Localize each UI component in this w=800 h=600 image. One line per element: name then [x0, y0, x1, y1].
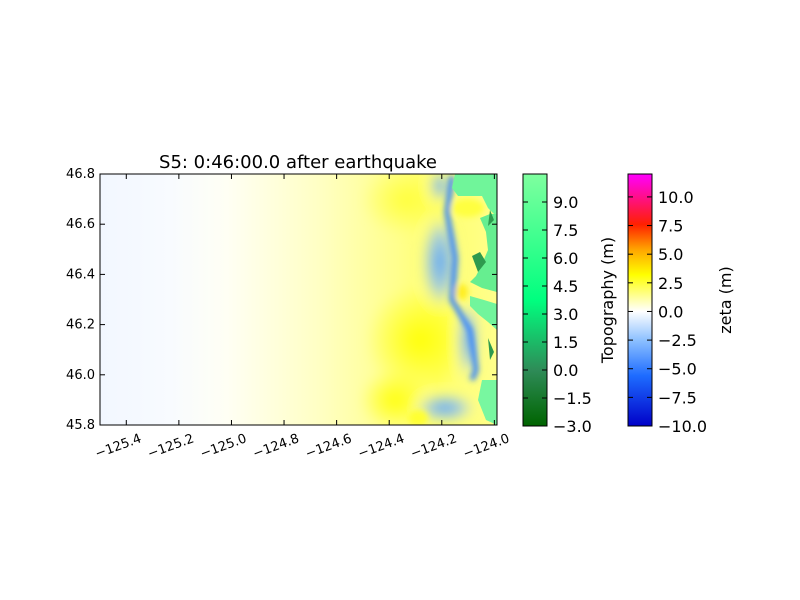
colorbar-tick-label: −10.0: [658, 417, 707, 436]
x-tick-label: −124.6: [304, 431, 354, 462]
colorbar-tick-label: 7.5: [553, 221, 578, 240]
colorbar-tick-label: 2.5: [658, 274, 683, 293]
y-tick-label: 46.6: [66, 217, 95, 232]
x-tick-label: −124.2: [409, 431, 459, 462]
x-tick-label: −124.4: [356, 431, 406, 462]
topography-colorbar-label: Topography (m): [598, 237, 617, 364]
topography-colorbar-ticks: −3.0 −1.5 0.0 1.5 3.0 4.5 6.0 7.5 9.0: [523, 193, 592, 436]
colorbar-tick-label: 0.0: [658, 302, 683, 321]
zeta-colorbar: [627, 173, 653, 427]
colorbar-tick-label: 7.5: [658, 217, 683, 236]
colorbar-tick-label: 4.5: [553, 277, 578, 296]
colorbar-tick-label: −5.0: [658, 360, 697, 379]
yellow-wave-north: [360, 174, 450, 235]
y-tick-label: 46.8: [66, 167, 95, 182]
land-mid: [470, 296, 497, 330]
colorbar-tick-label: −7.5: [658, 388, 697, 407]
colorbar-tick-label: 1.5: [553, 333, 578, 352]
plot-area: [100, 174, 497, 425]
y-tick-label: 46.0: [66, 368, 95, 383]
coastal-yellow-lagoon: [456, 284, 468, 300]
colorbar-tick-label: 3.0: [553, 305, 578, 324]
chart-title: S5: 0:46:00.0 after earthquake: [159, 152, 437, 173]
blue-trough-top: [430, 174, 450, 202]
topography-colorbar: [522, 173, 548, 427]
plot-frame: [99, 173, 498, 426]
coast-blue-edge: [444, 175, 479, 381]
yellow-wave-south: [360, 370, 430, 425]
y-tick-label: 45.8: [66, 418, 95, 433]
y-tick-label: 46.2: [66, 318, 95, 333]
land-south: [478, 380, 497, 425]
x-tick-label: −125.0: [198, 431, 248, 462]
x-tick-label: −124.0: [461, 431, 511, 462]
colorbar-tick-label: 5.0: [658, 245, 683, 264]
coastal-yellow-bay: [452, 199, 484, 217]
zeta-colorbar-label: zeta (m): [716, 266, 735, 333]
colorbar-tick-label: 10.0: [658, 188, 694, 207]
y-axis: 45.8 46.0 46.2 46.4 46.6 46.8: [66, 167, 497, 433]
land-bay-edge: [470, 214, 497, 292]
x-tick-label: −124.8: [251, 431, 301, 462]
colorbar-tick-label: 0.0: [553, 361, 578, 380]
zeta-colorbar-ticks: −10.0 −7.5 −5.0 −2.5 0.0 2.5 5.0 7.5 10.0: [628, 188, 707, 436]
colorbar-tick-label: −2.5: [658, 331, 697, 350]
colorbar-tick-label: −3.0: [553, 417, 592, 436]
blue-trough-south: [415, 394, 475, 422]
colorbar-tick-label: 9.0: [553, 193, 578, 212]
x-tick-label: −125.2: [146, 431, 196, 462]
coastal-yellow-bottom: [408, 410, 428, 425]
land-north: [452, 174, 497, 214]
colorbar-tick-label: 6.0: [553, 249, 578, 268]
y-tick-label: 46.4: [66, 267, 95, 282]
colorbar-tick-label: −1.5: [553, 389, 592, 408]
x-tick-label: −125.4: [93, 431, 143, 462]
yellow-wave-band: [365, 285, 475, 395]
